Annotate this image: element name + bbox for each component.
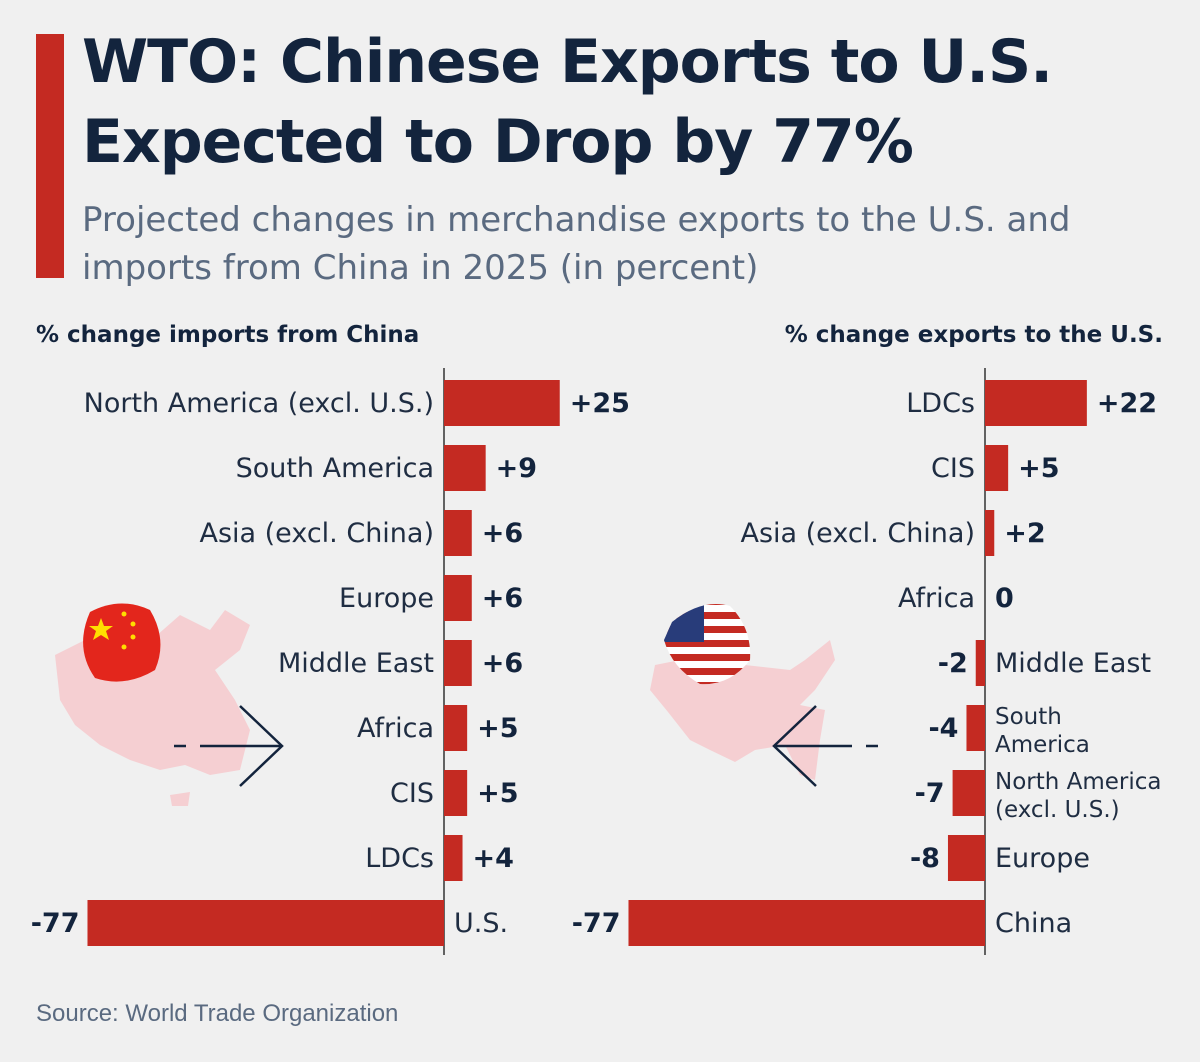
value-label: 0 bbox=[995, 583, 1014, 614]
category-label: South America bbox=[995, 704, 1090, 758]
bar bbox=[985, 380, 1087, 426]
category-label: LDCs bbox=[906, 388, 975, 419]
value-label: +2 bbox=[1004, 518, 1045, 549]
bar bbox=[628, 900, 985, 946]
bar bbox=[444, 445, 486, 491]
category-label: Africa bbox=[357, 713, 434, 744]
category-label: Asia (excl. China) bbox=[199, 518, 434, 549]
right-arrow-icon bbox=[174, 705, 284, 787]
bar bbox=[966, 705, 985, 751]
bar bbox=[444, 380, 560, 426]
value-label: +5 bbox=[1018, 453, 1059, 484]
bar bbox=[87, 900, 445, 946]
panel-title: % change imports from China bbox=[36, 322, 419, 348]
bar bbox=[952, 770, 985, 816]
value-label: -77 bbox=[31, 908, 80, 939]
panel-title: % change exports to the U.S. bbox=[785, 322, 1163, 348]
value-label: +6 bbox=[482, 648, 523, 679]
category-label: Africa bbox=[898, 583, 975, 614]
bar bbox=[947, 835, 985, 881]
value-label: +5 bbox=[477, 778, 518, 809]
category-label: South America bbox=[236, 453, 434, 484]
bar bbox=[444, 640, 472, 686]
value-label: +5 bbox=[477, 713, 518, 744]
bar bbox=[985, 510, 995, 556]
source-note: Source: World Trade Organization bbox=[36, 1000, 399, 1027]
category-label: CIS bbox=[931, 453, 975, 484]
value-label: +9 bbox=[496, 453, 537, 484]
accent-bar bbox=[36, 34, 64, 278]
value-label: +6 bbox=[482, 518, 523, 549]
bar bbox=[444, 575, 472, 621]
bar bbox=[444, 705, 468, 751]
exports-to-us-panel: % change exports to the U.S. +22 LDCs +5 CIS… bbox=[572, 322, 1163, 955]
imports-from-china-panel: % change imports from China +25 North Amer… bbox=[31, 322, 630, 955]
category-label: Middle East bbox=[278, 648, 434, 679]
category-label: CIS bbox=[390, 778, 434, 809]
value-label: +4 bbox=[473, 843, 514, 874]
value-label: -8 bbox=[910, 843, 940, 874]
category-label: Europe bbox=[339, 583, 434, 614]
bar bbox=[444, 770, 468, 816]
bar bbox=[975, 640, 985, 686]
value-label: +25 bbox=[570, 388, 630, 419]
left-arrow-icon bbox=[772, 705, 878, 787]
category-label: Asia (excl. China) bbox=[740, 518, 975, 549]
value-label: -7 bbox=[915, 778, 945, 809]
chart-title: WTO: Chinese Exports to U.S. Expected to… bbox=[82, 27, 1053, 177]
chart-subtitle: Projected changes in merchandise exports… bbox=[82, 200, 1071, 288]
category-label: Middle East bbox=[995, 648, 1151, 679]
bar bbox=[444, 835, 463, 881]
category-label: China bbox=[995, 908, 1072, 939]
category-label: U.S. bbox=[454, 908, 508, 939]
category-label: Europe bbox=[995, 843, 1090, 874]
value-label: -4 bbox=[928, 713, 958, 744]
value-label: +22 bbox=[1097, 388, 1157, 419]
value-label: -2 bbox=[938, 648, 968, 679]
value-label: +6 bbox=[482, 583, 523, 614]
bar bbox=[985, 445, 1009, 491]
category-label: North America (excl. U.S.) bbox=[84, 388, 434, 419]
china-flag-icon bbox=[83, 603, 161, 682]
category-label: LDCs bbox=[365, 843, 434, 874]
bar bbox=[444, 510, 472, 556]
category-label: North America (excl. U.S.) bbox=[995, 769, 1162, 823]
value-label: -77 bbox=[572, 908, 621, 939]
